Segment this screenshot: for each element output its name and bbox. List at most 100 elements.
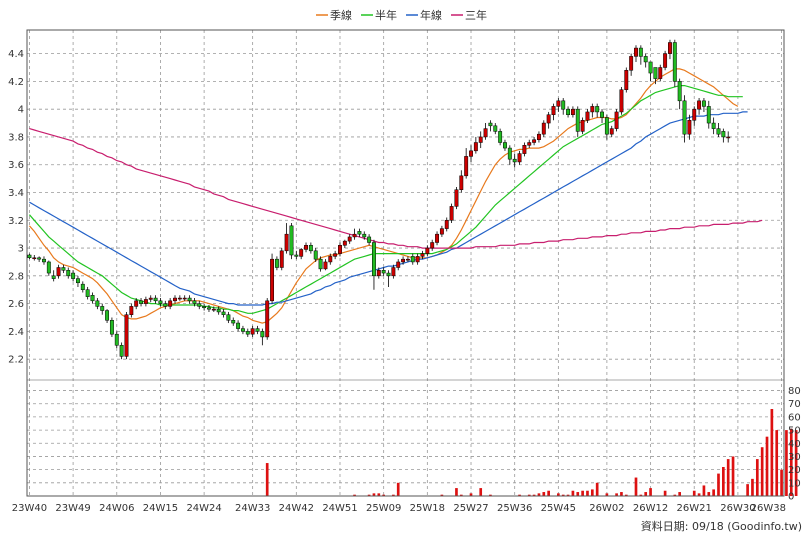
- candle: [284, 223, 289, 254]
- source-date-label: 資料日期: 09/18 (Goodinfo.tw): [641, 519, 802, 533]
- legend-item: 半年: [361, 8, 397, 22]
- candle-body: [600, 111, 604, 118]
- candle-body: [439, 228, 444, 235]
- volume-bar: [518, 494, 521, 496]
- volume-bar: [770, 409, 774, 496]
- candle-body: [192, 300, 197, 304]
- candle-body: [609, 128, 614, 135]
- candle-body: [231, 320, 236, 324]
- candle: [51, 270, 56, 282]
- volume-bar: [751, 478, 754, 496]
- candlesticks: [27, 39, 731, 360]
- candle-body: [454, 189, 459, 207]
- candle-body: [61, 267, 66, 271]
- volume-tick-label: 70: [788, 399, 801, 410]
- candle-body: [653, 67, 658, 79]
- x-tick-label: 26W12: [633, 503, 668, 514]
- volume-axis-labels: 0 10 20 30 40 50 60 70 80: [788, 386, 801, 502]
- volume-bar: [620, 492, 623, 496]
- candle: [304, 242, 308, 253]
- candle-body: [512, 158, 517, 163]
- volume-bar: [586, 490, 589, 496]
- candle: [211, 306, 216, 312]
- candle-body: [522, 145, 527, 154]
- candle: [95, 298, 100, 310]
- candle-body: [405, 258, 410, 261]
- candle: [663, 50, 668, 71]
- candle-body: [207, 307, 211, 310]
- price-tick-label: 2.2: [8, 355, 24, 366]
- candle-body: [536, 133, 541, 140]
- volume-bar: [372, 493, 376, 496]
- volume-tick-label: 40: [788, 439, 801, 450]
- volume-bar: [789, 428, 793, 496]
- candle: [240, 325, 245, 335]
- candle-body: [532, 139, 537, 143]
- candle: [37, 256, 42, 262]
- volume-tick-label: 30: [788, 452, 801, 463]
- candle: [381, 267, 386, 276]
- candle-body: [381, 270, 386, 274]
- candle-body: [692, 108, 697, 121]
- candle-body: [304, 245, 308, 250]
- candle: [182, 295, 187, 301]
- candle-body: [372, 242, 376, 277]
- candle: [585, 109, 590, 124]
- x-tick-label: 25W09: [366, 503, 401, 514]
- x-tick-label: 24W42: [279, 503, 314, 514]
- volume-bar: [489, 494, 492, 496]
- volume-bar: [382, 494, 385, 496]
- candle: [236, 320, 241, 332]
- candle: [362, 231, 367, 240]
- volume-bar: [775, 430, 779, 496]
- candle: [498, 128, 503, 146]
- volume-bar: [537, 493, 541, 496]
- candle-body: [435, 233, 439, 243]
- candle-body: [56, 267, 61, 277]
- volume-bar: [785, 430, 788, 496]
- volume-bar: [765, 436, 769, 496]
- chart-legend: 季線 半年 年線 三年: [316, 8, 487, 22]
- candle: [226, 311, 231, 324]
- candle-body: [658, 67, 663, 79]
- candle: [119, 342, 124, 360]
- price-tick-label: 2.4: [8, 327, 24, 338]
- candle-body: [668, 42, 672, 54]
- candle: [27, 253, 32, 260]
- candle: [556, 98, 561, 112]
- candle: [153, 295, 158, 304]
- candle-body: [71, 272, 76, 279]
- candle: [367, 234, 372, 246]
- candle: [595, 103, 600, 118]
- candle: [444, 217, 449, 232]
- candle-body: [352, 233, 357, 238]
- candle-body: [333, 253, 338, 257]
- candle: [85, 286, 90, 300]
- candle: [202, 303, 207, 311]
- x-tick-label: 26W02: [589, 503, 624, 514]
- candle-body: [430, 242, 435, 249]
- candle: [158, 298, 163, 307]
- price-tick-label: 3.4: [8, 188, 24, 199]
- price-tick-label: 2.8: [8, 271, 24, 282]
- candle-body: [32, 257, 37, 260]
- moving-average-lines: [28, 68, 763, 324]
- price-tick-label: 4.2: [8, 77, 24, 88]
- candle: [124, 311, 129, 360]
- candle: [265, 298, 270, 340]
- candle-body: [464, 156, 469, 177]
- candle-body: [197, 303, 202, 307]
- candle: [507, 145, 512, 165]
- volume-bar: [595, 482, 599, 496]
- candle: [177, 295, 182, 301]
- candle-body: [527, 142, 532, 146]
- candle-body: [376, 270, 381, 277]
- candle-body: [585, 111, 590, 121]
- price-tick-label: 3.2: [8, 216, 24, 227]
- candle: [668, 39, 672, 60]
- volume-bar: [678, 492, 682, 496]
- candle: [80, 281, 85, 293]
- candle: [483, 123, 488, 140]
- candle: [687, 114, 692, 140]
- candle: [352, 228, 357, 240]
